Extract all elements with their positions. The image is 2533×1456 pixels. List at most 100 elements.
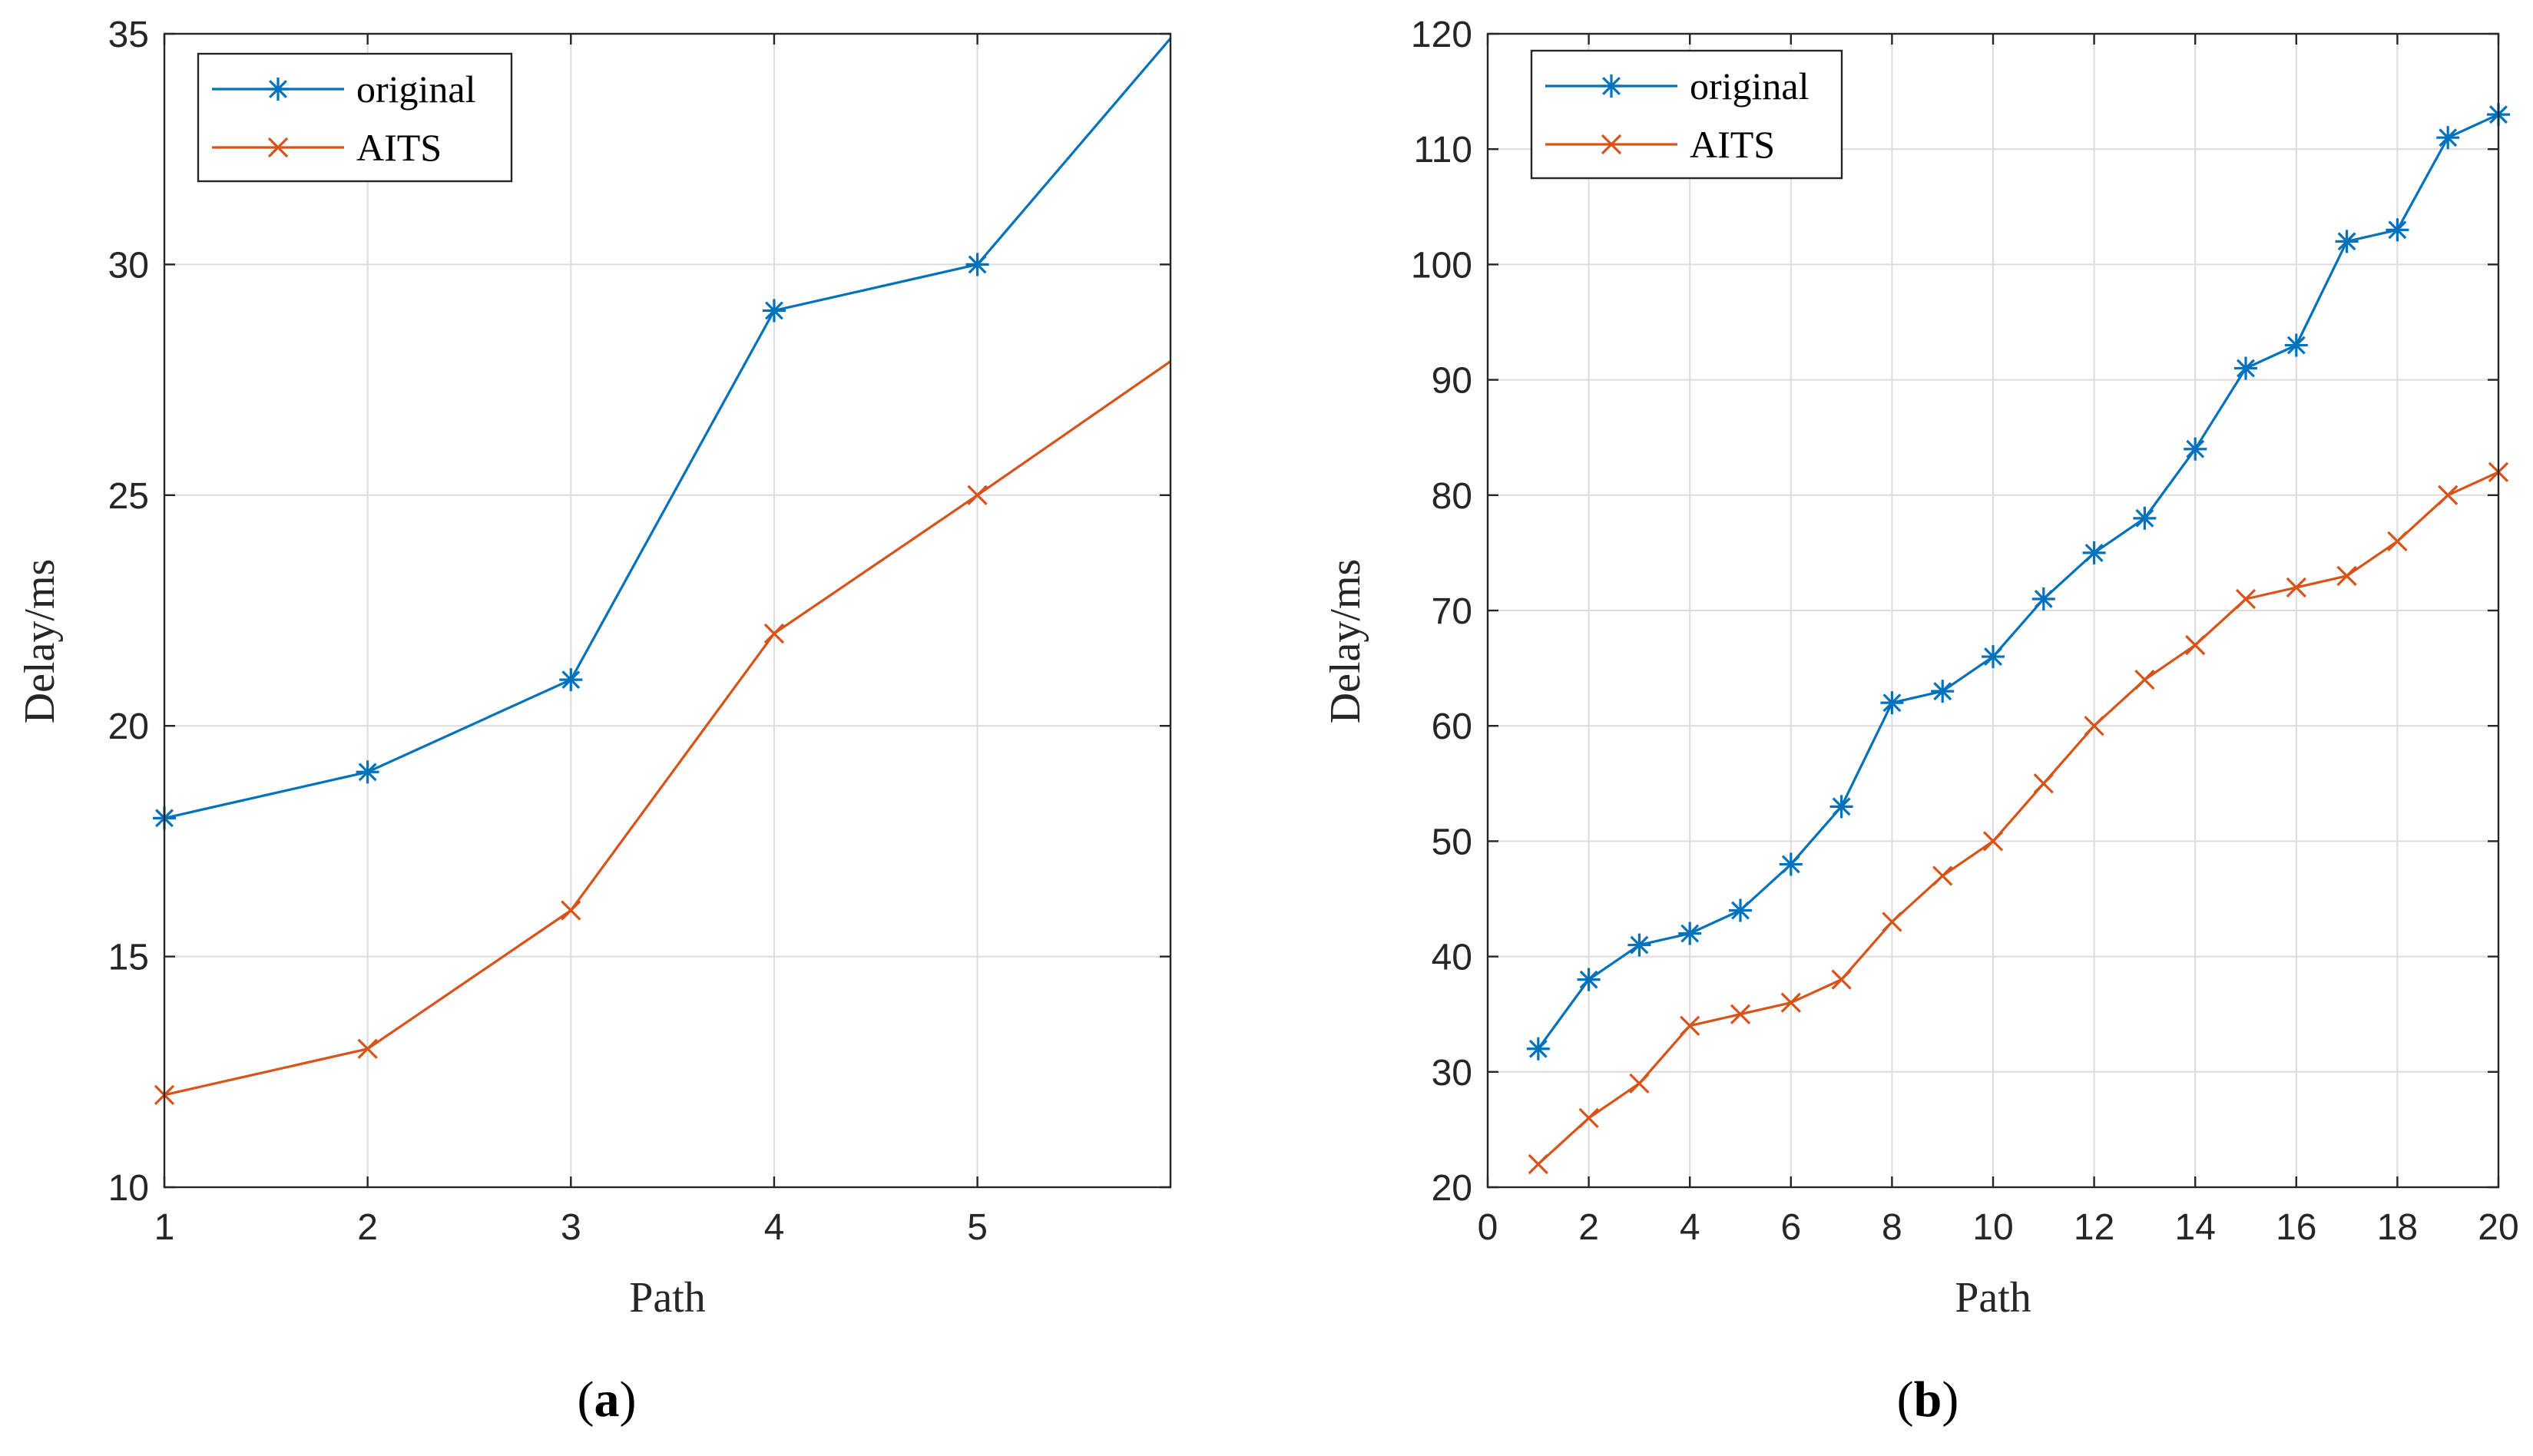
panel-caption: (b) [1897,1372,1959,1428]
legend-item-original: original [212,68,476,111]
y-tick-label: 70 [1432,591,1472,632]
y-tick-label: 10 [108,1168,149,1209]
legend-marker [1601,134,1622,155]
data-point-aits [1680,1015,1700,1036]
data-point-original [2436,126,2460,150]
legend-label: AITS [1690,123,1775,166]
data-point-aits [763,623,785,644]
data-point-aits [2235,588,2257,610]
y-tick-label: 15 [108,938,149,978]
y-axis-label: Delay/ms [1322,559,1369,724]
data-point-aits [2033,773,2054,794]
data-point-original [1678,922,1702,945]
chart-panel-a: 1 2 3 4 5 10 15 20 25 30 35 Path Delay/ms original AIT… [16,15,1172,1428]
data-point-aits [2134,669,2155,690]
legend-box [197,52,513,183]
data-point-aits [357,1038,378,1059]
y-tick-label: 20 [1432,1168,1472,1209]
data-point-original [1577,968,1601,991]
x-axis-label: Path [629,1274,706,1322]
data-point-aits [1882,912,1902,932]
x-tick-label: 10 [1972,1207,2013,1248]
data-point-original [1829,795,1853,819]
data-point-aits [2438,485,2458,505]
legend-marker [267,137,289,158]
legend-item-aits: AITS [212,126,442,169]
y-tick-label: 90 [1432,361,1472,402]
y-tick-label: 35 [108,15,149,55]
y-tick-label: 120 [1411,15,1472,55]
x-tick-label: 8 [1882,1207,1902,1248]
data-point-original [1729,898,1752,922]
y-tick-label: 80 [1432,476,1472,517]
legend-label: original [356,68,476,111]
series-line-original [1537,113,2499,1050]
data-point-original [1982,645,2005,669]
data-point-original [2284,333,2308,357]
y-ticks: 20 30 40 50 60 70 80 90 100 110 120 [1411,15,2498,1209]
y-ticks: 10 15 20 25 30 35 [108,15,1170,1209]
data-point-aits [2084,716,2104,736]
data-point-aits [1578,1107,1599,1129]
data-point-aits [967,485,988,505]
x-tick-label: 4 [764,1207,785,1248]
x-ticks: 0 2 4 6 8 10 12 14 16 18 20 [1478,34,2519,1248]
x-tick-label: 12 [2074,1207,2114,1248]
x-tick-label: 3 [561,1207,581,1248]
data-point-original [2386,218,2409,242]
data-point-aits [2185,634,2206,656]
legend-box [1530,49,1843,180]
y-tick-label: 50 [1432,822,1472,862]
y-axis-label: Delay/ms [16,559,64,724]
y-tick-label: 20 [108,706,149,747]
data-point-original [1931,680,1955,703]
series-aits [1528,462,2509,1175]
data-point-aits [561,900,581,921]
data-point-aits [1932,865,1953,886]
y-tick-label: 30 [1432,1053,1472,1094]
data-point-original [1627,933,1651,957]
legend-marker [267,78,290,101]
panel-caption: (a) [578,1372,637,1428]
axes-box [163,32,1172,1189]
data-point-original [1880,691,1904,715]
x-ticks: 1 2 3 4 5 [154,34,988,1248]
data-point-original [559,668,583,692]
data-point-original [2184,437,2207,461]
plot-area [164,34,1170,1187]
y-tick-label: 60 [1432,706,1472,747]
x-axis-label: Path [1955,1274,2031,1322]
legend-item-original: original [1545,65,1810,108]
chart-panel-b: 0 2 4 6 8 10 12 14 16 18 20 20 30 40 50 60 70 80 90 100 110 1… [1322,15,2519,1428]
legend: original AITS [197,52,513,183]
data-point-aits [2336,565,2357,587]
y-tick-label: 100 [1411,245,1472,286]
x-tick-label: 2 [357,1207,378,1248]
data-point-original [2082,541,2106,564]
data-point-original [1779,852,1803,876]
grid [164,34,1170,1187]
series-line-original [164,37,1172,819]
data-point-original [762,299,786,323]
data-point-aits [1528,1153,1548,1175]
y-tick-label: 40 [1432,938,1472,978]
series-original [1526,103,2510,1061]
x-tick-label: 0 [1478,1207,1498,1248]
series-line-aits [1537,471,2499,1166]
x-tick-label: 1 [154,1207,175,1248]
data-point-original [2335,230,2359,253]
data-point-original [356,760,379,784]
data-point-original [2133,506,2157,530]
x-tick-label: 20 [2478,1207,2518,1248]
data-point-aits [2286,577,2306,598]
y-tick-label: 110 [1413,130,1472,170]
legend: original AITS [1530,49,1843,180]
legend-marker [1600,74,1623,98]
series-line-aits [164,360,1171,1097]
y-tick-label: 30 [108,245,149,286]
data-point-aits [1629,1073,1650,1094]
x-tick-label: 18 [2377,1207,2418,1248]
legend-label: original [1690,65,1810,108]
series-aits [154,360,1171,1105]
